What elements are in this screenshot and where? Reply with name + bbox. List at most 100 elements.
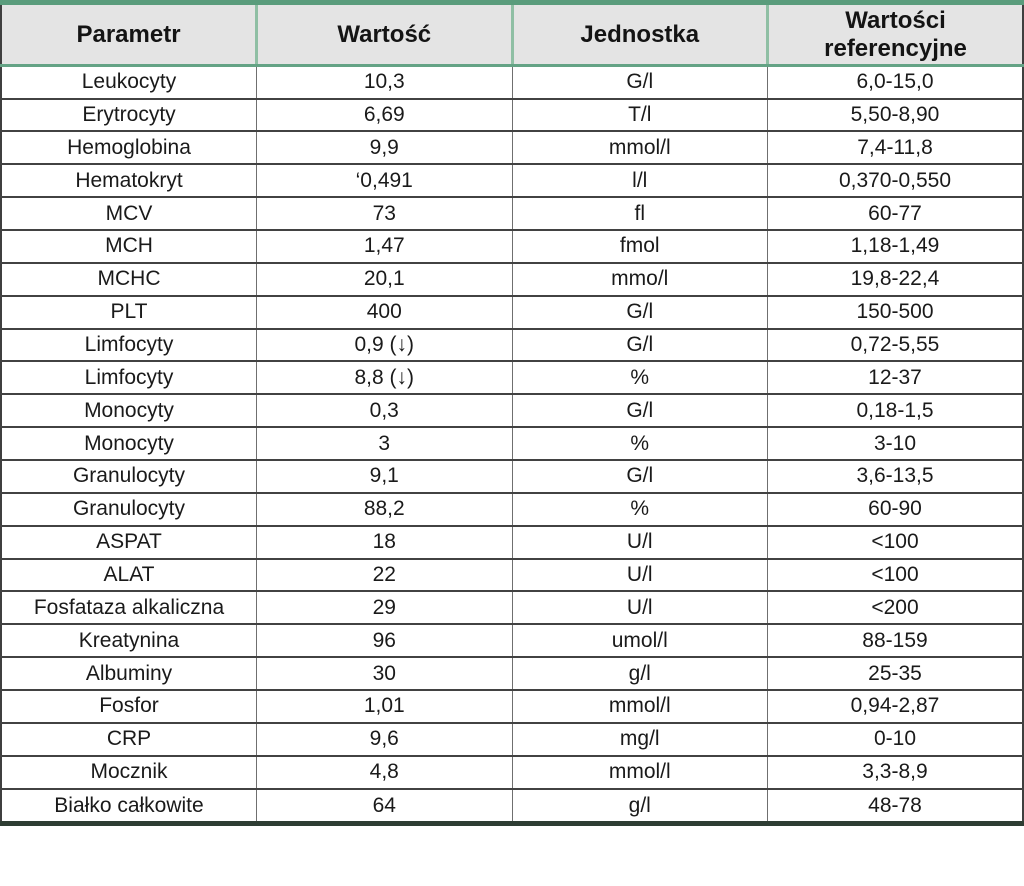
reference-cell: 48-78 <box>767 788 1023 822</box>
value-cell: ‘0,491 <box>256 164 512 199</box>
unit-cell: T/l <box>511 98 768 133</box>
value-cell: 9,6 <box>256 722 512 757</box>
table-row: Erytrocyty 6,69 T/l 5,50-8,90 <box>1 98 1023 133</box>
header-row: Parametr Wartość Jednostka Wartości refe… <box>1 0 1023 68</box>
lab-results-table: Parametr Wartość Jednostka Wartości refe… <box>0 0 1024 822</box>
parameter-cell: Fosfataza alkaliczna <box>1 591 257 626</box>
parameter-cell: MCHC <box>1 262 257 297</box>
reference-cell: <100 <box>767 558 1023 593</box>
reference-cell: 60-90 <box>767 492 1023 527</box>
reference-cell: 19,8-22,4 <box>767 262 1023 297</box>
value-cell: 29 <box>256 591 512 626</box>
unit-cell: fmol <box>511 229 768 264</box>
reference-cell: 7,4-11,8 <box>767 131 1023 166</box>
reference-cell: 25-35 <box>767 657 1023 692</box>
reference-cell: 88-159 <box>767 624 1023 659</box>
parameter-cell: Granulocyty <box>1 492 257 527</box>
unit-cell: mmol/l <box>511 690 768 724</box>
table-row: PLT 400 G/l 150-500 <box>1 295 1023 330</box>
parameter-cell: Białko całkowite <box>1 788 257 822</box>
column-header-jednostka: Jednostka <box>510 0 768 68</box>
table-row: MCHC 20,1 mmo/l 19,8-22,4 <box>1 262 1023 297</box>
table-row: Monocyty 0,3 G/l 0,18-1,5 <box>1 394 1023 429</box>
parameter-cell: Leukocyty <box>1 65 257 100</box>
value-cell: 400 <box>256 295 512 330</box>
reference-cell: 0,18-1,5 <box>767 394 1023 429</box>
parameter-cell: Limfocyty <box>1 361 257 396</box>
unit-cell: mmol/l <box>511 131 768 166</box>
table-row: Fosfataza alkaliczna 29 U/l <200 <box>1 591 1023 626</box>
table-row: Kreatynina 96 umol/l 88-159 <box>1 624 1023 659</box>
parameter-cell: CRP <box>1 722 257 757</box>
reference-cell: 6,0-15,0 <box>767 65 1023 100</box>
value-cell: 1,01 <box>256 690 512 724</box>
parameter-cell: Monocyty <box>1 394 257 429</box>
value-cell: 88,2 <box>256 492 512 527</box>
table-body: Leukocyty 10,3 G/l 6,0-15,0 Erytrocyty 6,69 T/… <box>1 65 1023 822</box>
parameter-cell: Monocyty <box>1 427 257 461</box>
table-row: Monocyty 3% 3-10 <box>1 427 1023 461</box>
parameter-cell: Erytrocyty <box>1 98 257 133</box>
parameter-cell: ASPAT <box>1 525 257 560</box>
reference-cell: 0,72-5,55 <box>767 328 1023 363</box>
table-row: Granulocyty 88,2% 60-90 <box>1 492 1023 527</box>
table-row: Limfocyty 0,9 (↓) G/l 0,72-5,55 <box>1 328 1023 363</box>
bottom-accent-bar <box>0 821 1024 827</box>
value-cell: 6,69 <box>256 98 512 133</box>
reference-cell: 3,3-8,9 <box>767 755 1023 790</box>
unit-cell: % <box>511 427 768 461</box>
unit-cell: g/l <box>511 788 768 822</box>
parameter-cell: ALAT <box>1 558 257 593</box>
table-row: Fosfor 1,01 mmol/l 0,94-2,87 <box>1 690 1023 724</box>
unit-cell: U/l <box>511 525 768 560</box>
value-cell: 9,1 <box>256 460 512 494</box>
reference-cell: 0,370-0,550 <box>767 164 1023 199</box>
table-row: MCV 73 fl 60-77 <box>1 197 1023 231</box>
table-row: ALAT 22 U/l <100 <box>1 558 1023 593</box>
unit-cell: G/l <box>511 328 768 363</box>
parameter-cell: PLT <box>1 295 257 330</box>
unit-cell: umol/l <box>511 624 768 659</box>
reference-cell: <100 <box>767 525 1023 560</box>
column-header-wartosc: Wartość <box>255 0 512 68</box>
table-row: Białko całkowite 64 g/l 48-78 <box>1 788 1023 822</box>
reference-cell: 12-37 <box>767 361 1023 396</box>
table-row: Hemoglobina 9,9 mmol/l 7,4-11,8 <box>1 131 1023 166</box>
reference-cell: <200 <box>767 591 1023 626</box>
parameter-cell: MCV <box>1 197 257 231</box>
table-row: Hematokryt ‘0,491 l/l 0,370-0,550 <box>1 164 1023 199</box>
value-cell: 0,3 <box>256 394 512 429</box>
unit-cell: mmol/l <box>511 755 768 790</box>
parameter-cell: Mocznik <box>1 755 257 790</box>
table-row: Mocznik 4,8 mmol/l 3,3-8,9 <box>1 755 1023 790</box>
value-cell: 20,1 <box>256 262 512 297</box>
unit-cell: l/l <box>511 164 768 199</box>
unit-cell: % <box>511 361 768 396</box>
value-cell: 22 <box>256 558 512 593</box>
reference-cell: 0-10 <box>767 722 1023 757</box>
table-row: Granulocyty 9,1 G/l 3,6-13,5 <box>1 460 1023 494</box>
value-cell: 10,3 <box>256 65 512 100</box>
value-cell: 9,9 <box>256 131 512 166</box>
table-header: Parametr Wartość Jednostka Wartości refe… <box>1 0 1023 68</box>
reference-cell: 3-10 <box>767 427 1023 461</box>
table-row: Albuminy 30 g/l 25-35 <box>1 657 1023 692</box>
column-header-parametr: Parametr <box>1 0 257 68</box>
value-cell: 0,9 (↓) <box>256 328 512 363</box>
parameter-cell: Hemoglobina <box>1 131 257 166</box>
unit-cell: G/l <box>511 460 768 494</box>
value-cell: 30 <box>256 657 512 692</box>
reference-cell: 60-77 <box>767 197 1023 231</box>
value-cell: 4,8 <box>256 755 512 790</box>
parameter-cell: Albuminy <box>1 657 257 692</box>
value-cell: 96 <box>256 624 512 659</box>
column-header-wartosci-referencyjne: Wartości referencyjne <box>766 0 1023 68</box>
table-row: CRP 9,6 mg/l 0-10 <box>1 722 1023 757</box>
table-row: ASPAT 18 U/l <100 <box>1 525 1023 560</box>
value-cell: 8,8 (↓) <box>256 361 512 396</box>
table-row: Limfocyty 8,8 (↓)% 12-37 <box>1 361 1023 396</box>
value-cell: 73 <box>256 197 512 231</box>
unit-cell: mg/l <box>511 722 768 757</box>
reference-cell: 3,6-13,5 <box>767 460 1023 494</box>
